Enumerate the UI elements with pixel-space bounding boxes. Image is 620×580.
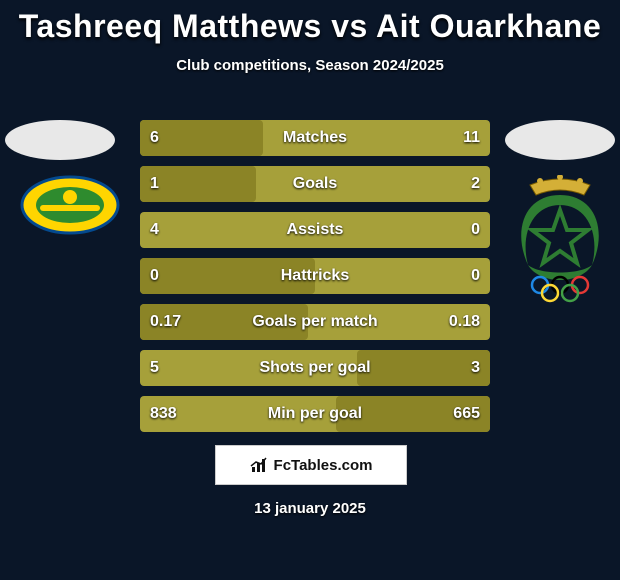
right-club-crest [510,175,610,305]
stat-row: 0Hattricks0 [140,258,490,294]
stat-right-value: 2 [471,166,480,202]
left-club-crest [20,175,120,235]
stat-label: Shots per goal [140,350,490,386]
fctables-watermark: FcTables.com [215,445,407,485]
stat-right-value: 3 [471,350,480,386]
fctables-logo-icon [250,456,268,474]
stat-row: 838Min per goal665 [140,396,490,432]
stat-label: Goals per match [140,304,490,340]
comparison-card: Tashreeq Matthews vs Ait Ouarkhane Club … [0,0,620,580]
stat-right-value: 11 [463,120,480,156]
stat-right-value: 665 [453,396,480,432]
date-line: 13 january 2025 [0,500,620,517]
stat-row: 6Matches11 [140,120,490,156]
far-rabat-crest-icon [510,175,610,305]
fctables-label: FcTables.com [274,457,373,474]
left-player-photo-placeholder [5,120,115,160]
stat-label: Hattricks [140,258,490,294]
stat-label: Min per goal [140,396,490,432]
stat-row: 5Shots per goal3 [140,350,490,386]
stat-rows: 6Matches111Goals24Assists00Hattricks00.1… [140,120,490,442]
stat-row: 0.17Goals per match0.18 [140,304,490,340]
stat-label: Goals [140,166,490,202]
stat-right-value: 0 [471,212,480,248]
page-title: Tashreeq Matthews vs Ait Ouarkhane [0,0,620,45]
sundowns-crest-icon [20,175,120,235]
stat-right-value: 0.18 [449,304,480,340]
stat-label: Assists [140,212,490,248]
page-subtitle: Club competitions, Season 2024/2025 [0,57,620,74]
stat-row: 4Assists0 [140,212,490,248]
stat-right-value: 0 [471,258,480,294]
right-player-photo-placeholder [505,120,615,160]
stat-row: 1Goals2 [140,166,490,202]
stat-label: Matches [140,120,490,156]
